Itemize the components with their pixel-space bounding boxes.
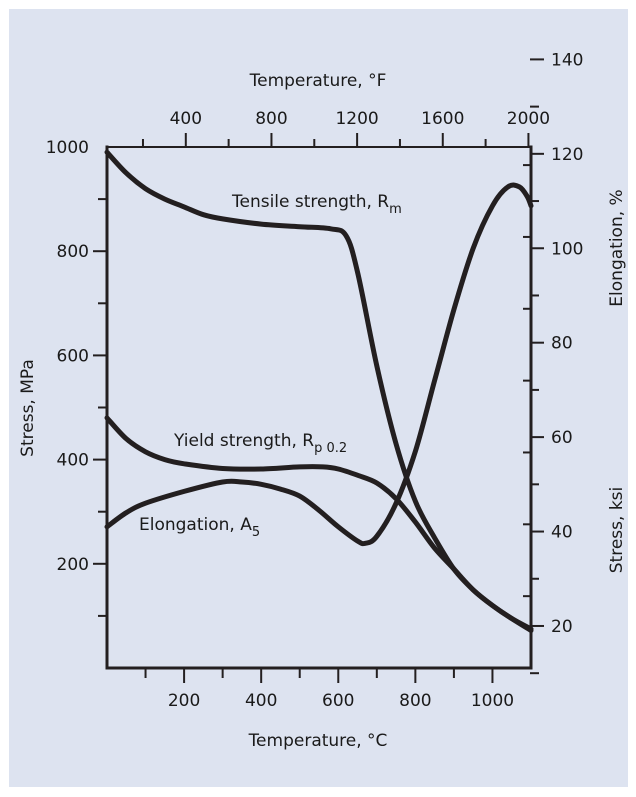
elongation-label-sub: 5 (252, 525, 260, 540)
x-bottom-tick-label: 400 (245, 691, 277, 711)
x-bottom-tick-label: 200 (168, 691, 200, 711)
y-right-tick-label: 80 (551, 334, 573, 354)
y-right-ksi-title: Stress, ksi (607, 487, 627, 573)
yield-strength-label-sub: p 0.2 (314, 441, 347, 456)
y-left-tick-label: 400 (57, 451, 89, 471)
x-top-tick-label: 800 (255, 109, 287, 129)
elongation-label-main: Elongation, A (139, 515, 252, 535)
y-right-tick-label: 120 (551, 145, 583, 165)
y-right-tick-label: 140 (551, 50, 583, 70)
tensile-curve (104, 149, 534, 632)
yield-strength-label-main: Yield strength, R (173, 431, 314, 451)
x-top-tick-label: 2000 (507, 109, 550, 129)
chart-panel (9, 9, 628, 787)
y-right-tick-label: 100 (551, 239, 583, 259)
x-bottom-tick-label: 800 (399, 691, 431, 711)
x-bottom-tick-label: 1000 (471, 691, 514, 711)
x-bottom-axis-title: Temperature, °C (248, 731, 388, 751)
x-top-tick-label: 1200 (335, 109, 378, 129)
y-left-axis-title: Stress, MPa (18, 359, 38, 457)
y-right-tick-label: 60 (551, 428, 573, 448)
y-left-tick-label: 1000 (46, 138, 89, 158)
y-left-tick-label: 600 (57, 346, 89, 366)
x-bottom-tick-label: 600 (322, 691, 354, 711)
yield-curve (104, 415, 534, 633)
x-top-tick-label: 400 (170, 109, 202, 129)
y-left-tick-label: 200 (57, 555, 89, 575)
y-left-tick-label: 800 (57, 242, 89, 262)
x-top-axis-title: Temperature, °F (249, 71, 387, 91)
y-right-elongation-title: Elongation, % (607, 189, 627, 306)
axes-layer: 200 400 600 800 1000 400 800 1200 1600 2000 200 400… (46, 50, 584, 711)
elongation-curve (104, 182, 534, 547)
y-right-tick-label: 40 (551, 523, 573, 543)
tensile-strength-label-main: Tensile strength, R (231, 192, 389, 212)
y-right-tick-label: 20 (551, 617, 573, 637)
tensile-strength-label-sub: m (389, 202, 402, 217)
yield-strength-label: Yield strength, Rp 0.2 (173, 431, 347, 456)
tensile-strength-label: Tensile strength, Rm (231, 192, 402, 217)
curves-layer (104, 149, 534, 633)
x-top-tick-label: 1600 (421, 109, 464, 129)
elongation-label: Elongation, A5 (139, 515, 260, 540)
